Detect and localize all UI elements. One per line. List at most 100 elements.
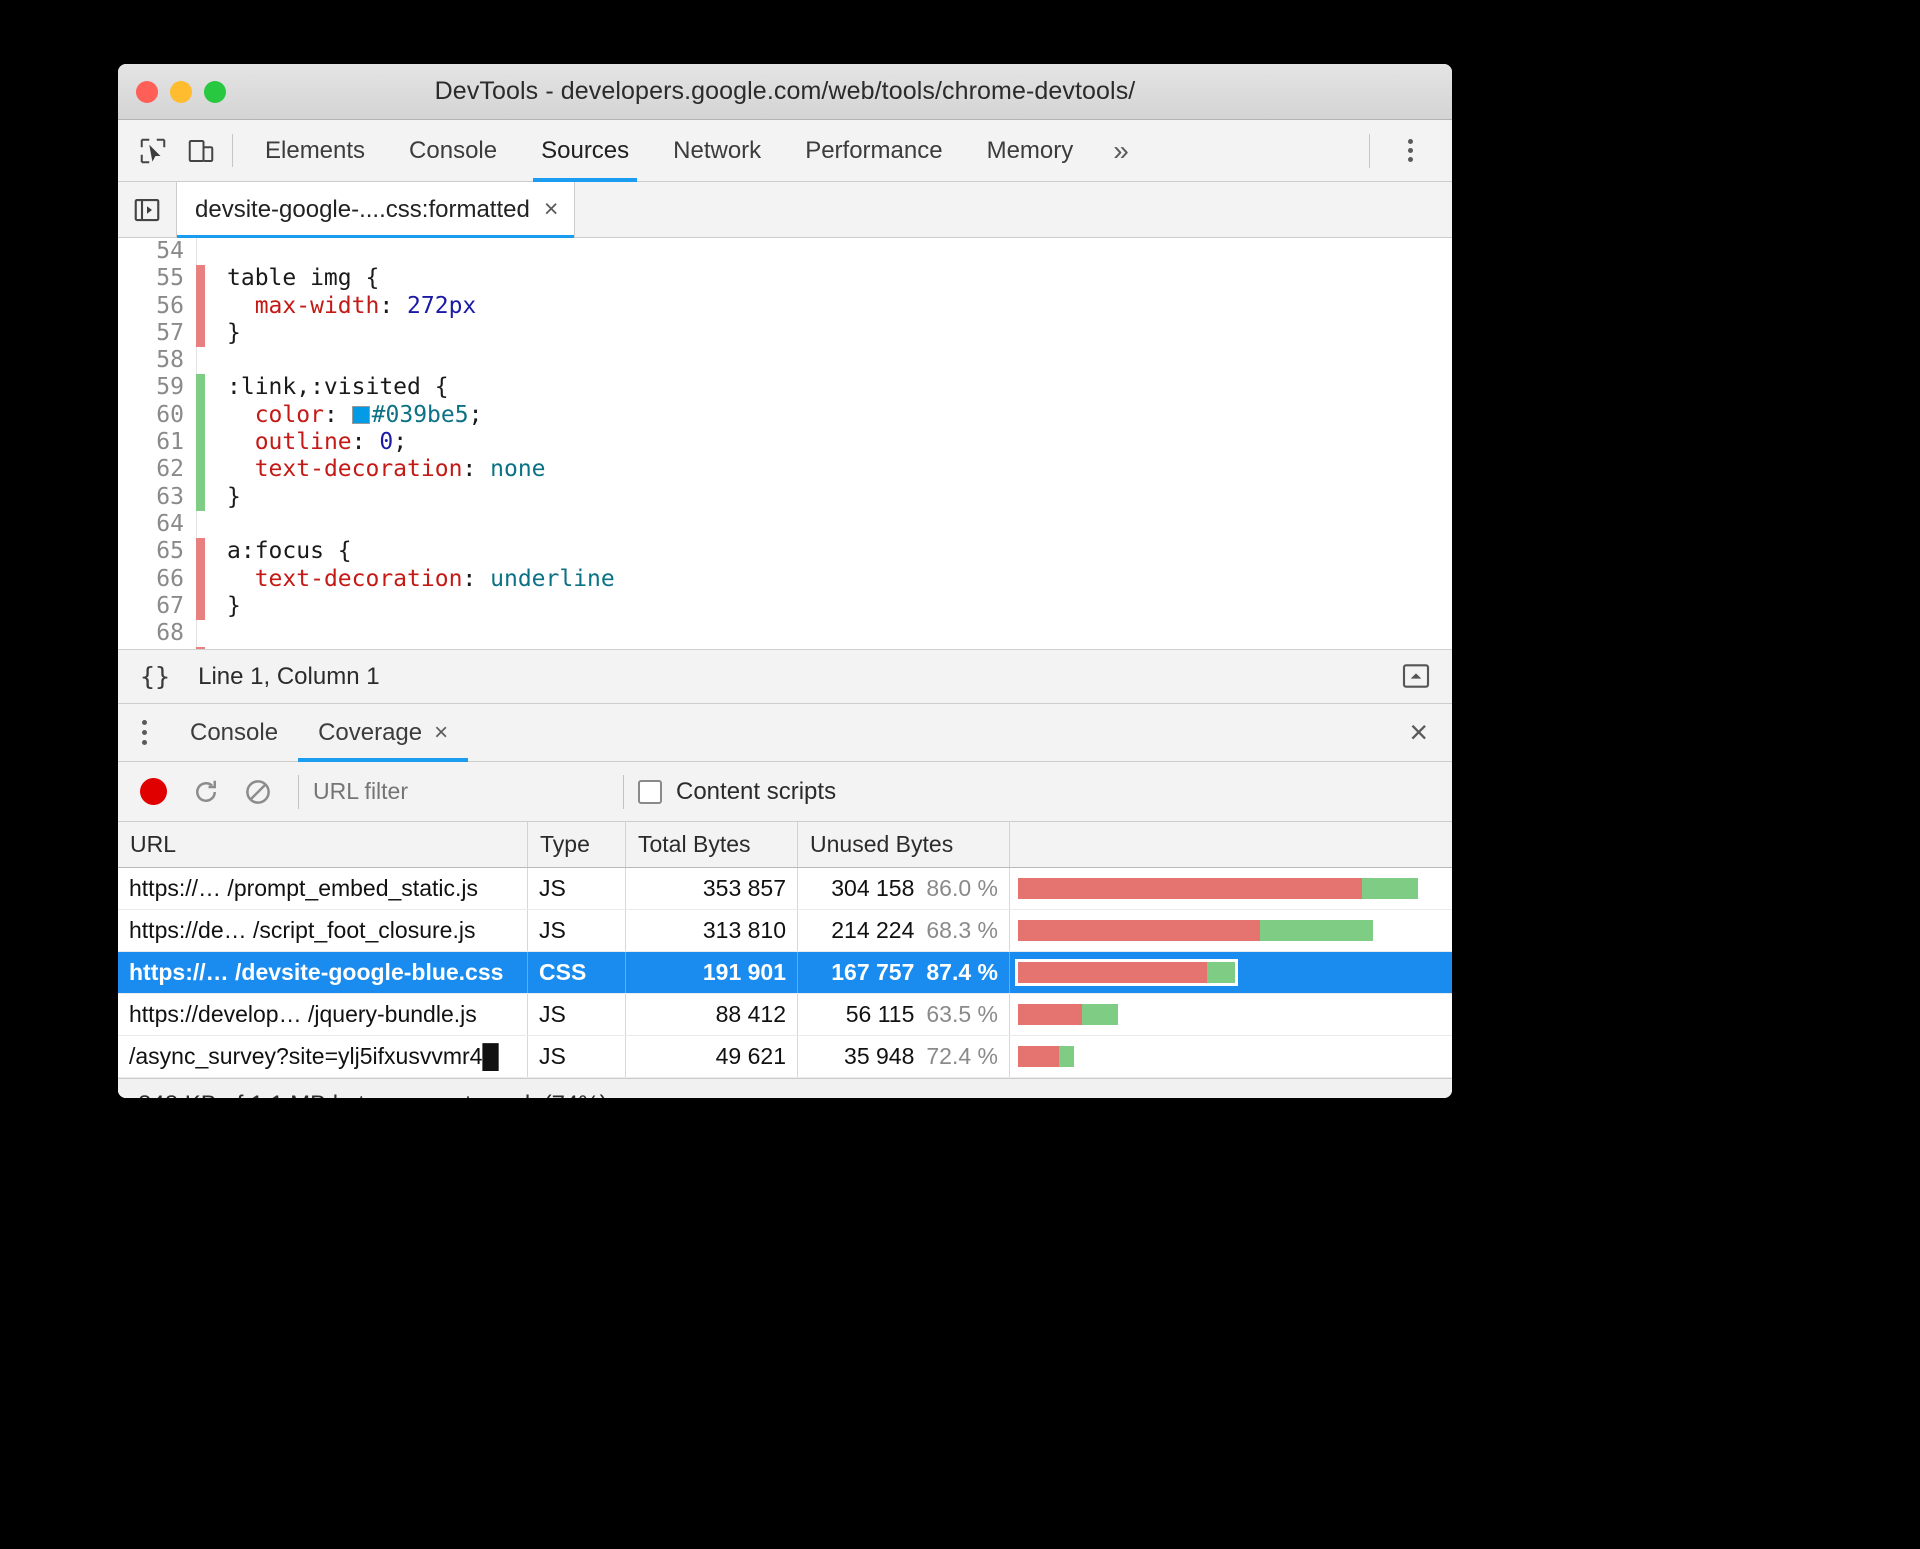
coverage-marker: [196, 456, 205, 484]
code-line: 58: [118, 347, 1452, 375]
code-line: 69 th:link,th:visited,.devsite-toast-cont…: [118, 647, 1452, 649]
unused-percent: 72.4 %: [926, 1043, 998, 1069]
close-icon[interactable]: ×: [543, 195, 559, 223]
unused-percent: 86.0 %: [926, 875, 998, 901]
coverage-bar-used: [1058, 1046, 1074, 1067]
zoom-window-button[interactable]: [204, 80, 226, 103]
checkbox-box[interactable]: [638, 779, 662, 804]
record-button-icon[interactable]: [126, 762, 180, 822]
line-number[interactable]: 60: [156, 401, 184, 428]
code-text[interactable]: text-decoration: none: [254, 456, 546, 483]
window-traffic-lights: [136, 80, 226, 103]
more-tabs-icon[interactable]: »: [1095, 120, 1147, 181]
code-text[interactable]: table img {: [227, 265, 380, 292]
table-row[interactable]: https://develop… /jquery-bundle.js JS 88 4…: [118, 994, 1452, 1036]
column-header-total-bytes[interactable]: Total Bytes: [626, 822, 798, 867]
main-menu-icon[interactable]: [1390, 131, 1430, 171]
line-number[interactable]: 64: [156, 510, 184, 537]
code-line: 62 text-decoration: none: [118, 456, 1452, 484]
column-header-unused-bytes[interactable]: Unused Bytes: [798, 822, 1010, 867]
code-line: 66 text-decoration: underline: [118, 565, 1452, 593]
window-title-bar: DevTools - developers.google.com/web/too…: [118, 64, 1452, 120]
tab-memory[interactable]: Memory: [965, 120, 1096, 181]
coverage-marker: [196, 319, 205, 348]
cell-type: JS: [528, 1036, 626, 1077]
content-scripts-checkbox[interactable]: Content scripts: [638, 778, 836, 806]
show-navigator-icon[interactable]: [118, 182, 176, 237]
line-number[interactable]: 61: [156, 429, 184, 456]
cell-unused-bytes: 214 224 68.3 %: [798, 910, 1010, 951]
device-toolbar-icon[interactable]: [184, 134, 218, 168]
drawer-tab-coverage[interactable]: Coverage ×: [298, 704, 469, 762]
line-number[interactable]: 67: [156, 592, 184, 619]
code-text[interactable]: }: [227, 592, 241, 619]
clear-icon[interactable]: [232, 762, 284, 822]
coverage-marker: [196, 565, 205, 593]
close-window-button[interactable]: [136, 80, 158, 103]
coverage-toolbar: Content scripts: [118, 762, 1452, 822]
line-number[interactable]: 54: [156, 238, 184, 264]
file-tab-devsite-css[interactable]: devsite-google-....css:formatted ×: [176, 182, 576, 238]
cell-unused-bytes: 304 158 86.0 %: [798, 868, 1010, 909]
tab-elements[interactable]: Elements: [243, 120, 387, 181]
line-number[interactable]: 69: [118, 647, 196, 649]
close-drawer-icon[interactable]: ×: [1409, 714, 1428, 750]
coverage-marker: [196, 620, 206, 648]
table-row[interactable]: https://de… /script_foot_closure.js JS 313…: [118, 910, 1452, 952]
tab-performance[interactable]: Performance: [783, 120, 964, 181]
column-header-url[interactable]: URL: [118, 822, 528, 867]
url-filter-input[interactable]: [313, 778, 609, 805]
tab-console[interactable]: Console: [387, 120, 519, 181]
table-row[interactable]: https://… /devsite-google-blue.css CSS 191…: [118, 952, 1452, 994]
cell-total-bytes: 88 412: [626, 994, 798, 1035]
cell-unused-bytes: 35 948 72.4 %: [798, 1036, 1010, 1077]
devtools-window: DevTools - developers.google.com/web/too…: [118, 64, 1452, 1098]
line-number[interactable]: 59: [156, 374, 184, 401]
coverage-bar-unused: [1018, 962, 1208, 983]
tab-sources[interactable]: Sources: [519, 120, 651, 182]
code-text[interactable]: }: [227, 483, 241, 510]
code-text[interactable]: }: [227, 319, 241, 346]
drawer-tab-console[interactable]: Console: [170, 704, 298, 761]
popout-drawer-icon[interactable]: [1400, 660, 1434, 694]
coverage-bar-used: [1362, 878, 1418, 899]
minimize-window-button[interactable]: [170, 80, 192, 103]
line-number[interactable]: 66: [156, 565, 184, 592]
pretty-print-icon[interactable]: {}: [140, 662, 171, 691]
coverage-bar: [1018, 1004, 1118, 1025]
editor-status-bar: {} Line 1, Column 1: [118, 650, 1452, 704]
table-row[interactable]: https://… /prompt_embed_static.js JS 353 8…: [118, 868, 1452, 910]
code-text[interactable]: outline: 0;: [254, 429, 408, 456]
source-code-editor[interactable]: 54 55 table img { 56 max-width: 272px 57} 58 5…: [118, 238, 1452, 650]
column-header-type[interactable]: Type: [528, 822, 626, 867]
code-text[interactable]: max-width: 272px: [254, 292, 477, 319]
line-number[interactable]: 65: [156, 538, 184, 565]
cell-total-bytes: 353 857: [626, 868, 798, 909]
coverage-summary-status: 848 KB of 1.1 MB bytes are not used. (74…: [118, 1078, 1452, 1098]
line-number[interactable]: 63: [156, 483, 184, 510]
table-row[interactable]: /async_survey?site=ylj5ifxusvvmr4█ JS 49 6…: [118, 1036, 1452, 1078]
line-number[interactable]: 56: [156, 292, 184, 319]
code-text[interactable]: color: #039be5;: [254, 401, 483, 428]
cursor-position: Line 1, Column 1: [198, 662, 380, 690]
tab-label: Network: [673, 136, 762, 164]
line-number[interactable]: 55: [156, 265, 184, 292]
cell-unused-bytes: 56 115 63.5 %: [798, 994, 1010, 1035]
tab-network[interactable]: Network: [651, 120, 783, 181]
close-icon[interactable]: ×: [434, 718, 449, 746]
reload-icon[interactable]: [180, 762, 232, 822]
cell-type: JS: [528, 868, 626, 909]
code-text[interactable]: a:focus {: [227, 538, 352, 565]
line-number[interactable]: 62: [156, 456, 184, 483]
code-text[interactable]: th:link,th:visited,.devsite-toast-conten…: [227, 647, 1349, 649]
line-number[interactable]: 58: [156, 347, 184, 374]
line-number[interactable]: 68: [156, 620, 184, 647]
inspect-element-icon[interactable]: [136, 134, 170, 168]
unused-percent: 68.3 %: [926, 917, 998, 943]
line-number[interactable]: 57: [156, 319, 184, 346]
code-text[interactable]: :link,:visited {: [227, 374, 449, 401]
drawer-menu-icon[interactable]: [118, 704, 170, 761]
code-lines: 54 55 table img { 56 max-width: 272px 57} 58 5…: [118, 238, 1452, 649]
panel-tabs: Elements Console Sources Network Perform…: [243, 120, 1147, 182]
code-text[interactable]: text-decoration: underline: [254, 565, 615, 592]
